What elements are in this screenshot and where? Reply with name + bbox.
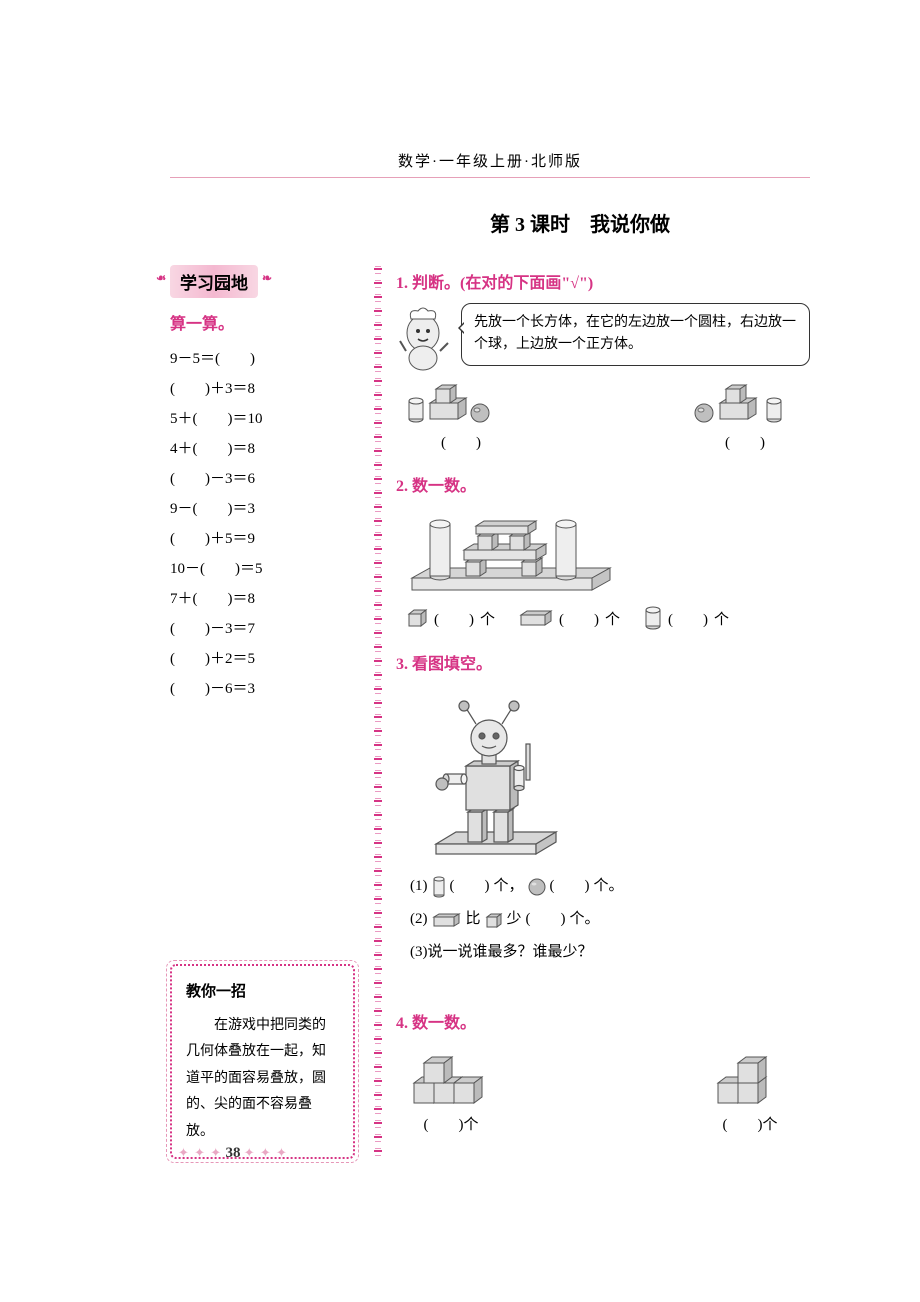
tip-body: 在游戏中把同类的几何体叠放在一起，知道平的面容易叠放，圆的、尖的面不容易叠放。	[186, 1013, 339, 1146]
q1-choice-a[interactable]: ( )	[406, 385, 516, 452]
equation[interactable]: 10－( )＝5	[170, 554, 360, 584]
q4-title: 4. 数一数。	[396, 1009, 810, 1033]
sidebar: 学习园地 算一算。 9－5＝( ) ( )＋3＝8 5＋( )＝10 4＋( )…	[170, 265, 360, 1159]
tip-title: 教你一招	[186, 978, 339, 1007]
answer-blank[interactable]: ( )	[423, 1117, 463, 1133]
answer-blank[interactable]: ( )	[722, 1117, 762, 1133]
q1-choice-b[interactable]: ( )	[690, 385, 800, 452]
sphere-icon	[528, 878, 546, 896]
calc-list: 9－5＝( ) ( )＋3＝8 5＋( )＝10 4＋( )＝8 ( )－3＝6…	[170, 344, 360, 704]
equation[interactable]: ( )－3＝6	[170, 464, 360, 494]
cuboid-icon	[432, 912, 462, 928]
q1-title: 1. 判断。(在对的下面画"√")	[396, 269, 810, 293]
cube-icon	[406, 607, 428, 629]
q3-line2[interactable]: (2) 比 少 ( )个。	[410, 903, 810, 936]
equation[interactable]: 5＋( )＝10	[170, 404, 360, 434]
q2-cylinder-count[interactable]: ( )个	[644, 606, 729, 630]
equation[interactable]: ( )－6＝3	[170, 674, 360, 704]
q3-line1[interactable]: (1) ( )个， ( )个。	[410, 870, 810, 903]
cylinder-icon	[644, 606, 662, 630]
equation[interactable]: ( )＋5＝9	[170, 524, 360, 554]
q3-title: 3. 看图填空。	[396, 650, 810, 674]
equation[interactable]: 4＋( )＝8	[170, 434, 360, 464]
equation[interactable]: 7＋( )＝8	[170, 584, 360, 614]
cylinder-icon	[432, 876, 446, 898]
shapes-arrangement-b	[690, 383, 800, 425]
q4-figure-a: ( )个	[406, 1043, 496, 1134]
cube-stack-a	[406, 1043, 496, 1113]
answer-blank[interactable]: ( )	[725, 435, 765, 451]
equation[interactable]: ( )＋3＝8	[170, 374, 360, 404]
q2-title: 2. 数一数。	[396, 472, 810, 496]
q4-figure-b: ( )个	[710, 1043, 790, 1134]
sidebar-badge: 学习园地	[170, 265, 258, 298]
equation[interactable]: ( )－3＝7	[170, 614, 360, 644]
shapes-arrangement-a	[406, 383, 516, 425]
q2-cuboid-count[interactable]: ( )个	[519, 608, 620, 629]
equation[interactable]: 9－( )＝3	[170, 494, 360, 524]
q3-line3: (3)说一说谁最多？谁最少？	[410, 936, 810, 969]
column-divider	[374, 265, 382, 1159]
answer-blank[interactable]: ( )	[441, 435, 481, 451]
page-header: 数学·一年级上册·北师版	[170, 150, 810, 178]
cube-icon	[485, 911, 503, 929]
q2-cube-count[interactable]: ( )个	[406, 607, 495, 629]
cuboid-icon	[519, 609, 553, 627]
tip-box: 教你一招 在游戏中把同类的几何体叠放在一起，知道平的面容易叠放，圆的、尖的面不容…	[170, 964, 355, 1159]
q3-figure	[396, 684, 810, 864]
page-number: ✦ ✦ ✦ 38 ✦ ✦ ✦	[178, 1145, 288, 1162]
speech-bubble: 先放一个长方体，在它的左边放一个圆柱，右边放一个球，上边放一个正方体。	[461, 303, 810, 366]
lesson-title: 第 3 课时 我说你做	[350, 208, 810, 237]
q2-figure	[396, 506, 810, 596]
calc-title: 算一算。	[170, 310, 360, 334]
main-content: 1. 判断。(在对的下面画"√") 先放一个长方体，在它的左边放一个圆柱，右边放…	[396, 265, 810, 1159]
equation[interactable]: ( )＋2＝5	[170, 644, 360, 674]
equation[interactable]: 9－5＝( )	[170, 344, 360, 374]
cube-stack-b	[710, 1043, 790, 1113]
chef-icon	[396, 303, 451, 373]
